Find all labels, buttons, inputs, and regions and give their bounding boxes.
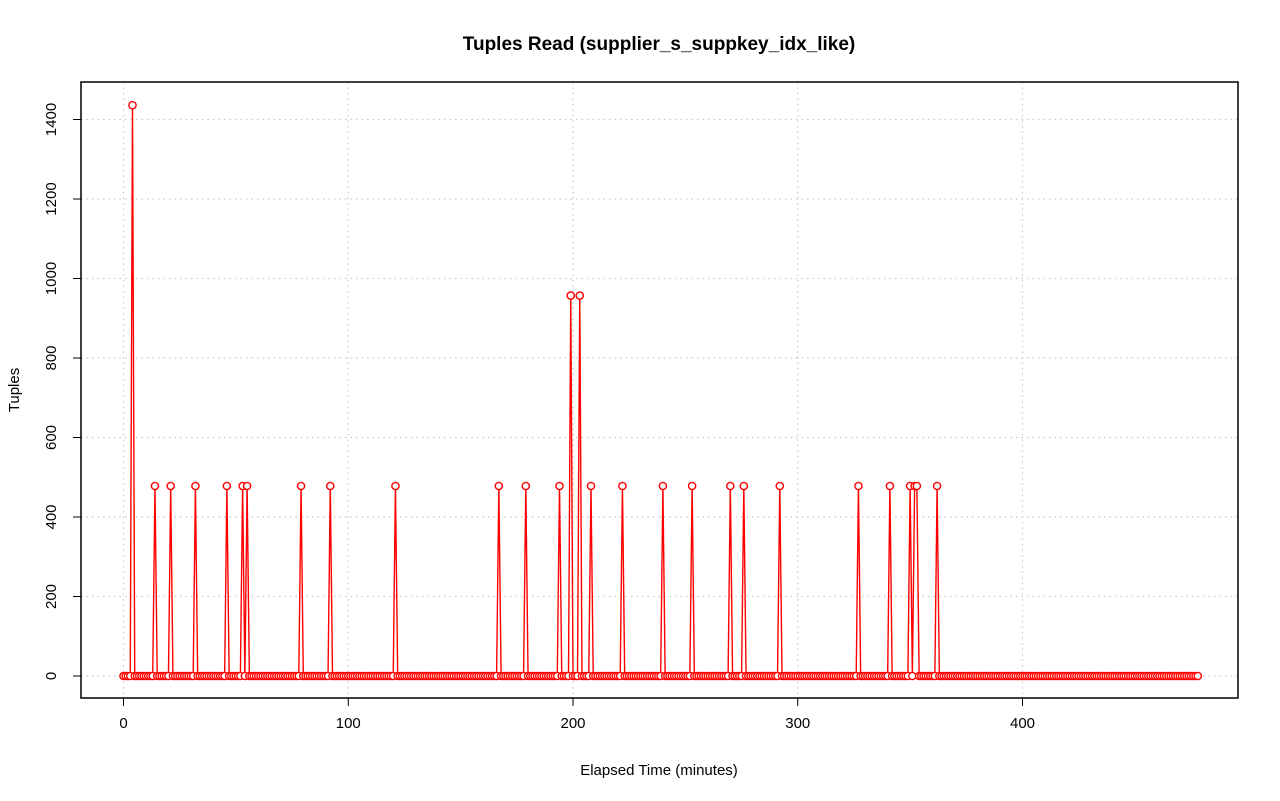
series-line	[123, 105, 1198, 677]
y-tick-label: 0	[43, 672, 60, 680]
x-tick-label: 400	[1010, 715, 1035, 732]
x-tick-label: 300	[785, 715, 810, 732]
data-point	[325, 481, 335, 491]
x-tick-label: 200	[560, 715, 585, 732]
data-point	[555, 481, 564, 491]
data-point	[885, 481, 895, 491]
x-axis: 0 100 200 300 400	[119, 697, 1035, 732]
y-tick-label: 1200	[43, 182, 60, 215]
x-tick-label: 0	[119, 715, 127, 732]
y-tick-label: 1400	[43, 103, 60, 136]
data-point	[242, 481, 252, 491]
data-point	[586, 481, 596, 491]
y-tick-label: 800	[43, 345, 60, 370]
y-axis-label: Tuples	[6, 368, 23, 412]
data-point	[150, 481, 160, 491]
data-point	[191, 481, 200, 491]
y-tick-label: 400	[43, 504, 60, 529]
data-point	[575, 291, 585, 300]
y-tick-label: 200	[43, 584, 60, 609]
grid	[81, 82, 1238, 698]
data-point	[726, 481, 735, 491]
data-point	[775, 481, 785, 491]
series-layer	[119, 100, 1203, 681]
data-point	[932, 481, 942, 491]
data-point	[1193, 671, 1203, 681]
data-point	[494, 481, 504, 491]
x-tick-label: 100	[336, 715, 361, 732]
data-point	[296, 481, 306, 491]
y-tick-label: 600	[43, 425, 60, 450]
y-axis: 0 200 400 600 800 1000 1200 1400	[43, 103, 81, 680]
data-point	[687, 481, 697, 491]
chart-title: Tuples Read (supplier_s_suppkey_idx_like…	[463, 34, 855, 55]
data-point	[739, 481, 749, 491]
data-point	[128, 100, 137, 110]
y-tick-label: 1000	[43, 262, 60, 295]
data-point	[391, 481, 400, 491]
data-point	[222, 481, 232, 491]
data-point	[854, 481, 863, 491]
data-point	[912, 481, 922, 491]
data-point	[618, 481, 627, 491]
plot-frame	[80, 81, 1239, 699]
data-point	[658, 481, 668, 491]
data-point	[566, 291, 576, 300]
data-point	[521, 481, 531, 491]
x-axis-label: Elapsed Time (minutes)	[580, 762, 738, 779]
data-point	[166, 481, 175, 491]
